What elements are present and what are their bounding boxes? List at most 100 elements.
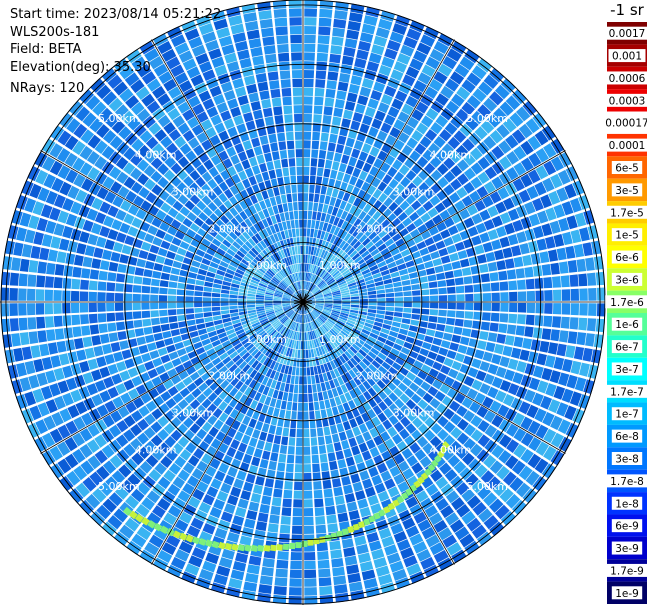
ppi-gate bbox=[374, 110, 386, 122]
ppi-gate bbox=[273, 299, 282, 301]
ppi-gate bbox=[248, 314, 258, 320]
ppi-gate bbox=[336, 423, 345, 433]
ppi-gate bbox=[250, 279, 260, 285]
ppi-gate bbox=[186, 366, 197, 376]
ppi-gate bbox=[310, 312, 316, 320]
ppi-gate bbox=[304, 332, 307, 341]
ppi-gate bbox=[363, 203, 372, 214]
ppi-gate bbox=[278, 453, 287, 463]
ppi-gate bbox=[206, 77, 219, 90]
ppi-gate bbox=[489, 91, 504, 106]
ppi-gate bbox=[340, 412, 348, 423]
ppi-gate bbox=[406, 411, 417, 422]
ppi-gate bbox=[319, 141, 328, 151]
ppi-gate bbox=[336, 346, 344, 355]
ppi-gate bbox=[224, 343, 234, 352]
ppi-gate bbox=[150, 310, 160, 318]
ppi-gate bbox=[530, 339, 541, 352]
ppi-gate bbox=[295, 263, 299, 273]
ppi-gate bbox=[284, 480, 293, 490]
ppi-gate bbox=[360, 250, 370, 259]
ppi-gate bbox=[480, 273, 490, 283]
ppi-gate bbox=[73, 416, 86, 431]
ppi-gate bbox=[75, 401, 88, 415]
ppi-gate bbox=[229, 294, 238, 299]
ppi-gate bbox=[337, 135, 347, 146]
ppi-gate bbox=[102, 460, 117, 475]
feature-gate bbox=[185, 534, 194, 543]
ppi-gate bbox=[373, 321, 383, 328]
ppi-gate bbox=[358, 311, 368, 316]
ppi-gate bbox=[374, 356, 384, 365]
ppi-gate bbox=[369, 332, 379, 340]
ppi-gate bbox=[324, 497, 335, 507]
ppi-gate bbox=[72, 140, 86, 156]
ppi-gate bbox=[332, 326, 340, 334]
feature-gate bbox=[405, 488, 413, 497]
ppi-gate bbox=[303, 245, 306, 255]
ppi-gate bbox=[324, 305, 333, 309]
ppi-gate bbox=[357, 373, 366, 383]
ppi-gate bbox=[327, 265, 335, 273]
ppi-gate bbox=[500, 292, 509, 302]
ppi-gate bbox=[193, 144, 205, 156]
ppi-gate bbox=[141, 352, 152, 363]
ppi-gate bbox=[282, 167, 290, 177]
ppi-gate bbox=[453, 326, 463, 335]
ppi-gate bbox=[170, 267, 181, 276]
ppi-gate bbox=[279, 259, 286, 268]
ppi-gate bbox=[234, 272, 243, 279]
ppi-gate bbox=[394, 307, 403, 313]
ppi-gate bbox=[150, 302, 159, 310]
ppi-gate bbox=[429, 302, 439, 309]
ppi-gate bbox=[261, 218, 269, 228]
ppi-gate bbox=[214, 122, 226, 134]
ppi-gate bbox=[229, 69, 242, 81]
ppi-gate bbox=[371, 548, 385, 560]
ppi-gate bbox=[257, 312, 266, 317]
ppi-gate bbox=[248, 389, 257, 399]
ppi-gate bbox=[214, 527, 228, 540]
ppi-gate bbox=[437, 163, 449, 176]
ppi-gate bbox=[313, 202, 319, 212]
ppi-gate bbox=[125, 401, 137, 414]
ppi-gate bbox=[384, 315, 394, 321]
ppi-gate bbox=[290, 312, 296, 320]
ppi-gate bbox=[226, 328, 235, 336]
ppi-gate bbox=[310, 166, 317, 176]
feature-gate bbox=[141, 517, 150, 526]
ppi-gate bbox=[329, 266, 337, 275]
ppi-gate bbox=[262, 346, 270, 355]
ppi-gate bbox=[296, 281, 300, 290]
ppi-wedges bbox=[0, 0, 606, 605]
ppi-gate bbox=[316, 383, 322, 393]
ppi-gate bbox=[466, 388, 479, 400]
ppi-gate bbox=[543, 143, 557, 159]
ppi-gate bbox=[334, 247, 341, 256]
ppi-gate bbox=[390, 326, 400, 333]
ppi-gate bbox=[283, 346, 288, 356]
ppi-gate bbox=[96, 236, 107, 248]
ppi-gate bbox=[384, 283, 394, 289]
ppi-gate bbox=[119, 370, 131, 382]
ppi-gate bbox=[413, 80, 427, 93]
ppi-gate bbox=[232, 275, 242, 282]
ppi-gate bbox=[498, 434, 512, 448]
ppi-gate bbox=[315, 299, 324, 302]
ppi-gate bbox=[429, 436, 442, 448]
ppi-gate bbox=[471, 479, 485, 494]
ppi-gate bbox=[259, 240, 268, 249]
ppi-gate bbox=[502, 247, 513, 259]
ppi-gate bbox=[520, 432, 534, 447]
ppi-gate bbox=[547, 249, 559, 262]
ppi-gate bbox=[282, 296, 291, 300]
ppi-gate bbox=[250, 101, 262, 112]
ppi-gate bbox=[96, 124, 110, 139]
ppi-gate bbox=[132, 311, 142, 320]
ppi-gate bbox=[132, 302, 141, 311]
ppi-gate bbox=[402, 377, 413, 387]
ppi-gate bbox=[96, 504, 112, 520]
ppi-gate bbox=[316, 52, 328, 62]
ppi-gate bbox=[30, 345, 41, 359]
ppi-gate bbox=[304, 263, 307, 272]
